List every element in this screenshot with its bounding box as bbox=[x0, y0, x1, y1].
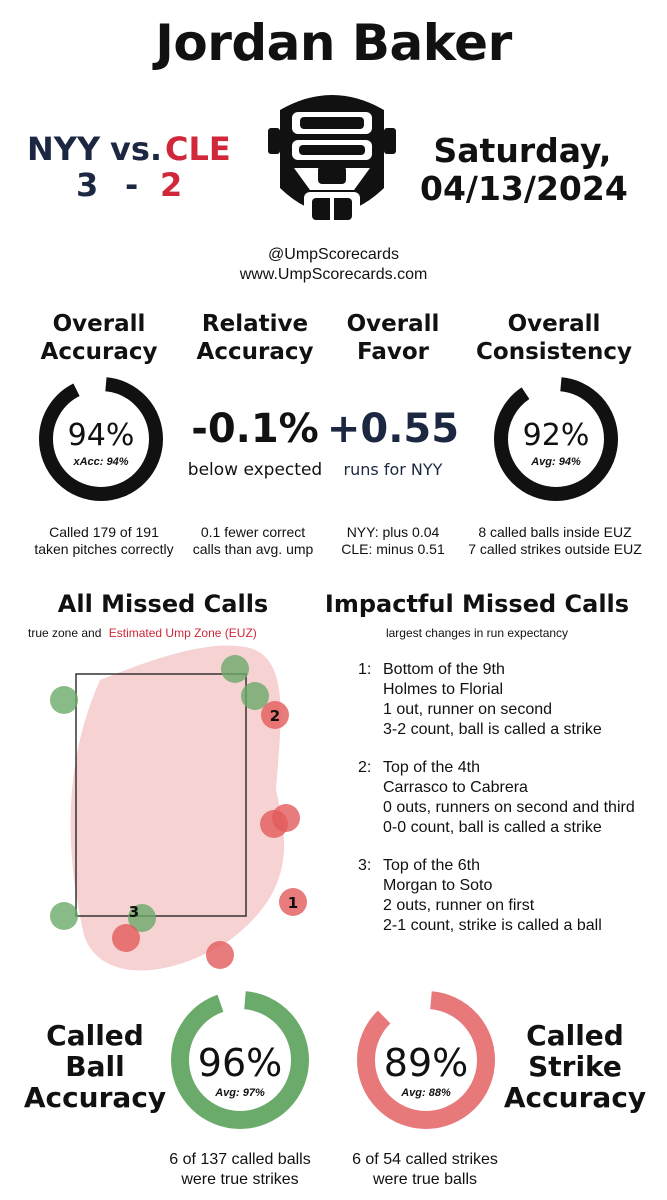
called-ball-ring bbox=[171, 991, 309, 1129]
called-ball-heading-2: Ball bbox=[65, 1050, 125, 1083]
missed-strike-dot bbox=[260, 810, 288, 838]
overall-accuracy-note-2: taken pitches correctly bbox=[34, 541, 174, 557]
overall-favor-caption: runs for NYY bbox=[343, 460, 443, 479]
called-ball-heading-3: Accuracy bbox=[23, 1081, 167, 1114]
called-ball-note-2: were true strikes bbox=[181, 1171, 299, 1188]
overall-accuracy-xacc: xAcc: 94% bbox=[73, 456, 129, 468]
social-handle[interactable]: @UmpScorecards bbox=[268, 246, 399, 263]
impact-label-2: 2 bbox=[270, 707, 280, 725]
impact-call-2-result: 0-0 count, ball is called a strike bbox=[383, 819, 602, 836]
umpire-name: Jordan Baker bbox=[155, 14, 512, 72]
impact-call-2-num: 2: bbox=[358, 759, 372, 776]
overall-consistency-heading-1: Overall bbox=[507, 311, 601, 337]
overall-favor-value: +0.55 bbox=[326, 406, 460, 452]
overall-accuracy-note-1: Called 179 of 191 bbox=[49, 524, 159, 540]
overall-accuracy-value: 94% bbox=[67, 418, 135, 453]
called-ball-value: 96% bbox=[197, 1041, 283, 1085]
overall-favor-heading-2: Favor bbox=[356, 339, 430, 365]
impact-call-3-num: 3: bbox=[358, 857, 372, 874]
impact-call-2-situation: 0 outs, runners on second and third bbox=[383, 799, 635, 816]
relative-accuracy-caption: below expected bbox=[187, 460, 323, 480]
called-strike-note-2: were true balls bbox=[372, 1171, 478, 1188]
catcher-mask-icon bbox=[268, 95, 396, 226]
missed-calls-legend: true zone and Estimated Ump Zone (EUZ) bbox=[28, 626, 257, 640]
missed-ball-dot bbox=[50, 686, 78, 714]
called-ball-avg: Avg: 97% bbox=[215, 1087, 265, 1099]
relative-accuracy-note-2: calls than avg. ump bbox=[192, 541, 314, 557]
overall-accuracy-ring bbox=[39, 377, 163, 501]
social-site[interactable]: www.UmpScorecards.com bbox=[239, 266, 428, 283]
called-strike-heading-1: Called bbox=[526, 1019, 624, 1052]
called-strike-note-1: 6 of 54 called strikes bbox=[352, 1151, 498, 1168]
impactful-title: Impactful Missed Calls bbox=[324, 590, 630, 618]
impact-call-1-matchup: Holmes to Florial bbox=[383, 681, 504, 698]
overall-consistency-avg: Avg: 94% bbox=[531, 456, 581, 468]
overall-consistency-note-2: 7 called strikes outside EUZ bbox=[468, 541, 642, 557]
score-dash: - bbox=[125, 166, 139, 204]
called-strike-arc bbox=[357, 991, 495, 1129]
missed-strike-dot bbox=[206, 941, 234, 969]
impact-call-3-result: 2-1 count, strike is called a ball bbox=[383, 917, 602, 934]
impact-label-3: 3 bbox=[129, 903, 139, 921]
missed-ball-dot bbox=[128, 904, 156, 932]
relative-accuracy-note-1: 0.1 fewer correct bbox=[200, 524, 306, 540]
euz-region bbox=[70, 645, 285, 971]
impact-call-3-situation: 2 outs, runner on first bbox=[383, 897, 535, 914]
legend-true-zone: true zone and bbox=[28, 626, 102, 640]
overall-consistency-ring bbox=[494, 377, 618, 501]
called-ball-arc bbox=[171, 991, 309, 1129]
impact-call-1-inning: Bottom of the 9th bbox=[383, 661, 505, 678]
overall-consistency-note-1: 8 called balls inside EUZ bbox=[478, 524, 632, 540]
missed-ball-dot bbox=[221, 655, 249, 683]
called-strike-avg: Avg: 88% bbox=[401, 1087, 451, 1099]
overall-favor-note-1: NYY: plus 0.04 bbox=[346, 524, 440, 540]
called-strike-ring bbox=[357, 991, 495, 1129]
impact-call-1-num: 1: bbox=[358, 661, 372, 678]
overall-consistency-arc bbox=[494, 377, 618, 501]
called-ball-heading-1: Called bbox=[46, 1019, 144, 1052]
impactful-subtitle: largest changes in run expectancy bbox=[385, 626, 569, 640]
overall-favor-note-2: CLE: minus 0.51 bbox=[341, 541, 445, 557]
home-score: 2 bbox=[160, 166, 183, 204]
game-date: 04/13/2024 bbox=[420, 169, 628, 208]
home-team-abbr: CLE bbox=[165, 130, 231, 168]
impact-call-2-inning: Top of the 4th bbox=[383, 759, 480, 776]
impact-call-3-matchup: Morgan to Soto bbox=[383, 877, 493, 894]
game-weekday: Saturday, bbox=[433, 131, 612, 170]
relative-accuracy-heading-1: Relative bbox=[201, 311, 309, 337]
overall-favor-heading-1: Overall bbox=[346, 311, 440, 337]
impact-call-1-situation: 1 out, runner on second bbox=[383, 701, 553, 718]
impact-label-1: 1 bbox=[288, 894, 298, 912]
away-score: 3 bbox=[76, 166, 99, 204]
relative-accuracy-value: -0.1% bbox=[191, 406, 319, 452]
overall-accuracy-heading-1: Overall bbox=[52, 311, 146, 337]
missed-ball-dot bbox=[241, 682, 269, 710]
impact-call-2-matchup: Carrasco to Cabrera bbox=[383, 779, 528, 796]
missed-ball-dot bbox=[50, 902, 78, 930]
overall-accuracy-arc bbox=[39, 377, 163, 501]
impact-call-3-inning: Top of the 6th bbox=[383, 857, 480, 874]
missed-strike-dot bbox=[112, 924, 140, 952]
called-strike-heading-3: Accuracy bbox=[503, 1081, 647, 1114]
called-ball-note-1: 6 of 137 called balls bbox=[169, 1151, 311, 1168]
missed-calls-title: All Missed Calls bbox=[57, 590, 269, 618]
overall-accuracy-heading-2: Accuracy bbox=[40, 339, 158, 365]
called-strike-value: 89% bbox=[383, 1041, 469, 1085]
legend-euz: Estimated Ump Zone (EUZ) bbox=[108, 626, 257, 640]
vs-label: vs. bbox=[110, 130, 163, 168]
overall-consistency-value: 92% bbox=[522, 418, 590, 453]
relative-accuracy-heading-2: Accuracy bbox=[196, 339, 314, 365]
called-strike-heading-2: Strike bbox=[528, 1050, 622, 1083]
true-strike-zone bbox=[75, 673, 247, 917]
strike-zone-plot: 1 2 3 bbox=[50, 645, 307, 971]
missed-strike-dot bbox=[279, 888, 307, 916]
impact-call-1-result: 3-2 count, ball is called a strike bbox=[383, 721, 602, 738]
away-team-abbr: NYY bbox=[27, 130, 101, 168]
overall-consistency-heading-2: Consistency bbox=[476, 339, 632, 365]
missed-strike-dot bbox=[261, 701, 289, 729]
